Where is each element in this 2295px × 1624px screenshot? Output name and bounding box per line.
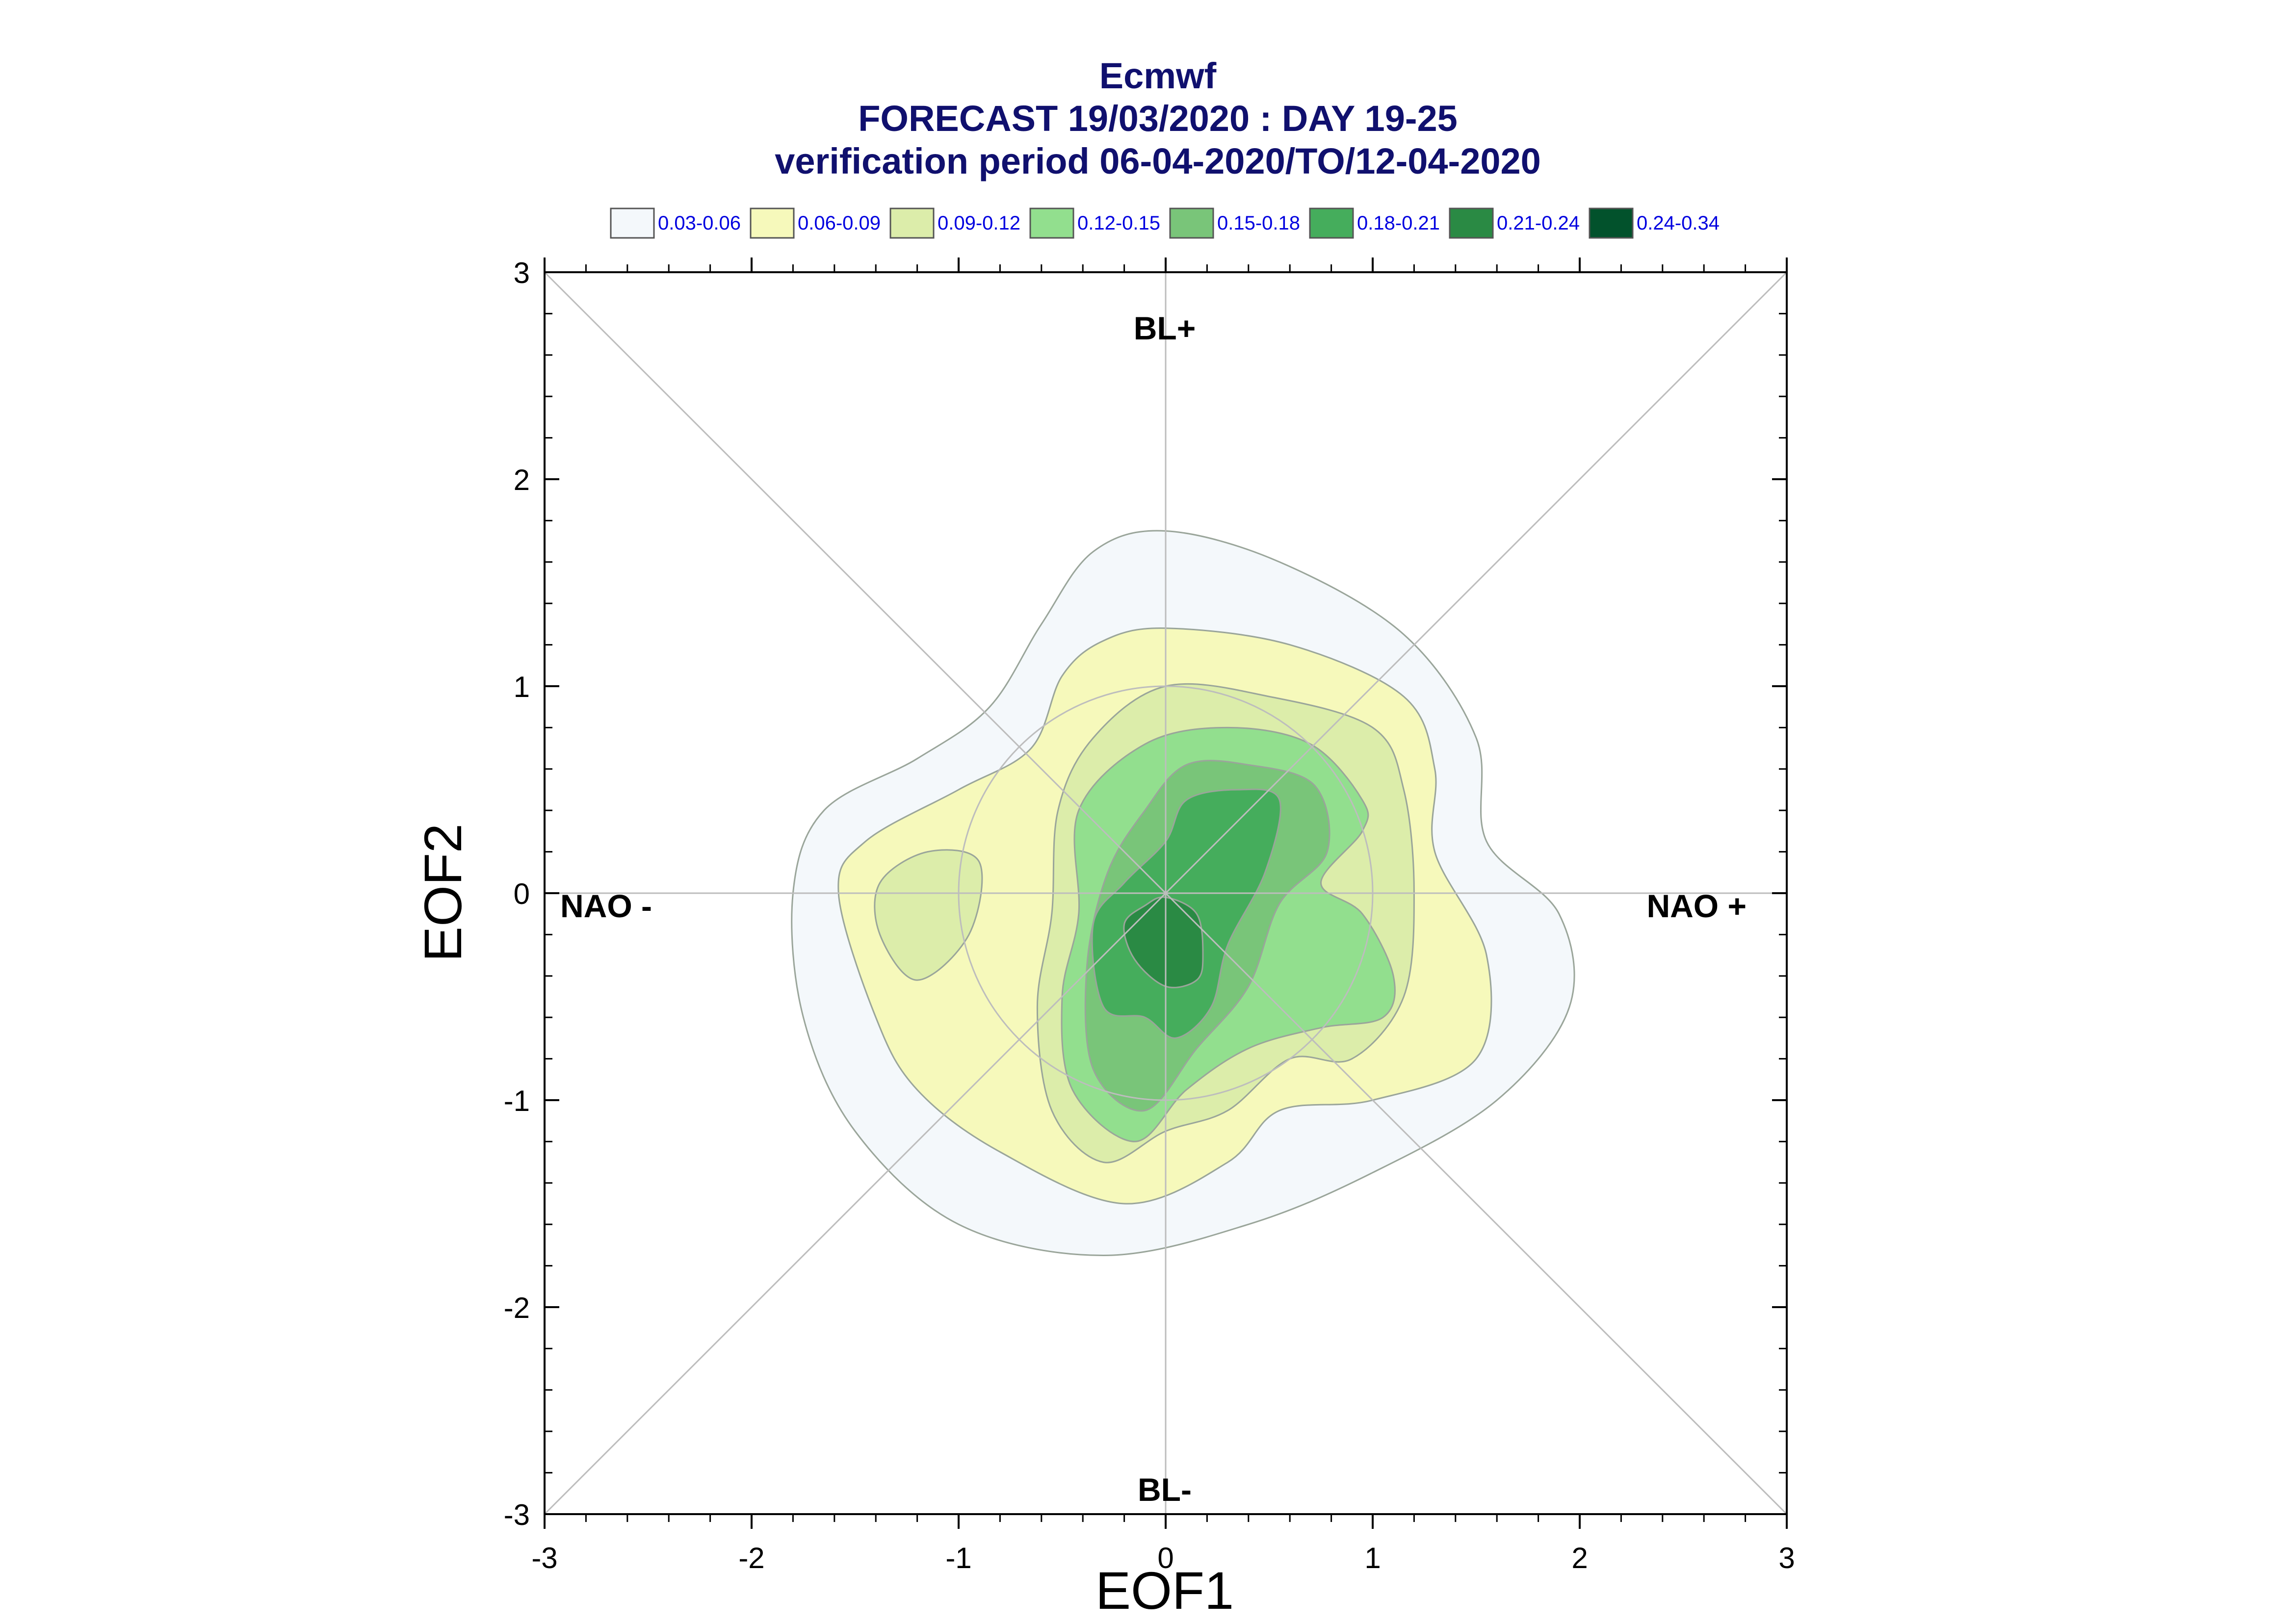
- axis-ticks: -3 -2 -1 0 1 2 3 -3 -2 -1 0 1 2 3: [504, 257, 1795, 1574]
- legend-label: 0.12-0.15: [1077, 212, 1160, 234]
- x-tick-label: -2: [738, 1542, 764, 1574]
- y-tick-label: 2: [514, 464, 530, 496]
- chart-title-line-2: FORECAST 19/03/2020 : DAY 19-25: [858, 98, 1458, 139]
- x-tick-label: 2: [1571, 1542, 1588, 1574]
- legend-label: 0.03-0.06: [658, 212, 741, 234]
- x-tick-label: 3: [1778, 1542, 1795, 1574]
- x-axis-title: EOF1: [1095, 1561, 1234, 1620]
- plot-area: -3 -2 -1 0 1 2 3 -3 -2 -1 0 1 2 3: [504, 257, 1795, 1574]
- contour-0.09-0.12-3: [874, 849, 983, 981]
- legend-swatch: [1309, 207, 1354, 239]
- legend-label: 0.06-0.09: [798, 212, 881, 234]
- guide-lines: [544, 271, 1788, 1515]
- legend-label: 0.21-0.24: [1497, 212, 1580, 234]
- chart-title-line-1: Ecmwf: [1099, 55, 1217, 96]
- density-contours: [791, 530, 1575, 1257]
- x-tick-label: -3: [531, 1542, 557, 1574]
- y-tick-label: 3: [514, 257, 530, 289]
- y-tick-label: -2: [504, 1291, 530, 1324]
- x-tick-label: 1: [1364, 1542, 1381, 1574]
- y-axis-title: EOF2: [413, 824, 472, 962]
- legend-label: 0.18-0.21: [1357, 212, 1440, 234]
- y-tick-label: 1: [514, 670, 530, 703]
- regime-label-right: NAO +: [1646, 888, 1747, 924]
- legend-swatch: [610, 207, 655, 239]
- y-tick-label: 0: [514, 877, 530, 910]
- y-tick-label: -1: [504, 1084, 530, 1117]
- legend-label: 0.15-0.18: [1217, 212, 1300, 234]
- regime-label-bottom: BL-: [1138, 1471, 1192, 1508]
- regime-label-left: NAO -: [560, 888, 652, 924]
- legend-swatch: [1169, 207, 1214, 239]
- legend-swatch: [1029, 207, 1074, 239]
- legend-label: 0.09-0.12: [938, 212, 1020, 234]
- legend-swatch: [750, 207, 795, 239]
- regime-label-top: BL+: [1134, 310, 1196, 346]
- legend-swatch: [1449, 207, 1494, 239]
- y-tick-label: -3: [504, 1498, 530, 1531]
- x-tick-label: -1: [945, 1542, 971, 1574]
- legend: 0.03-0.06 0.06-0.09 0.09-0.12 0.12-0.15 0.15…: [610, 207, 1720, 239]
- legend-label: 0.24-0.34: [1637, 212, 1720, 234]
- legend-swatch: [889, 207, 935, 239]
- x-tick-label: 0: [1157, 1542, 1174, 1574]
- reference-circle: [958, 685, 1374, 1101]
- chart-title-line-3: verification period 06-04-2020/TO/12-04-…: [775, 141, 1541, 181]
- legend-swatch: [1589, 207, 1634, 239]
